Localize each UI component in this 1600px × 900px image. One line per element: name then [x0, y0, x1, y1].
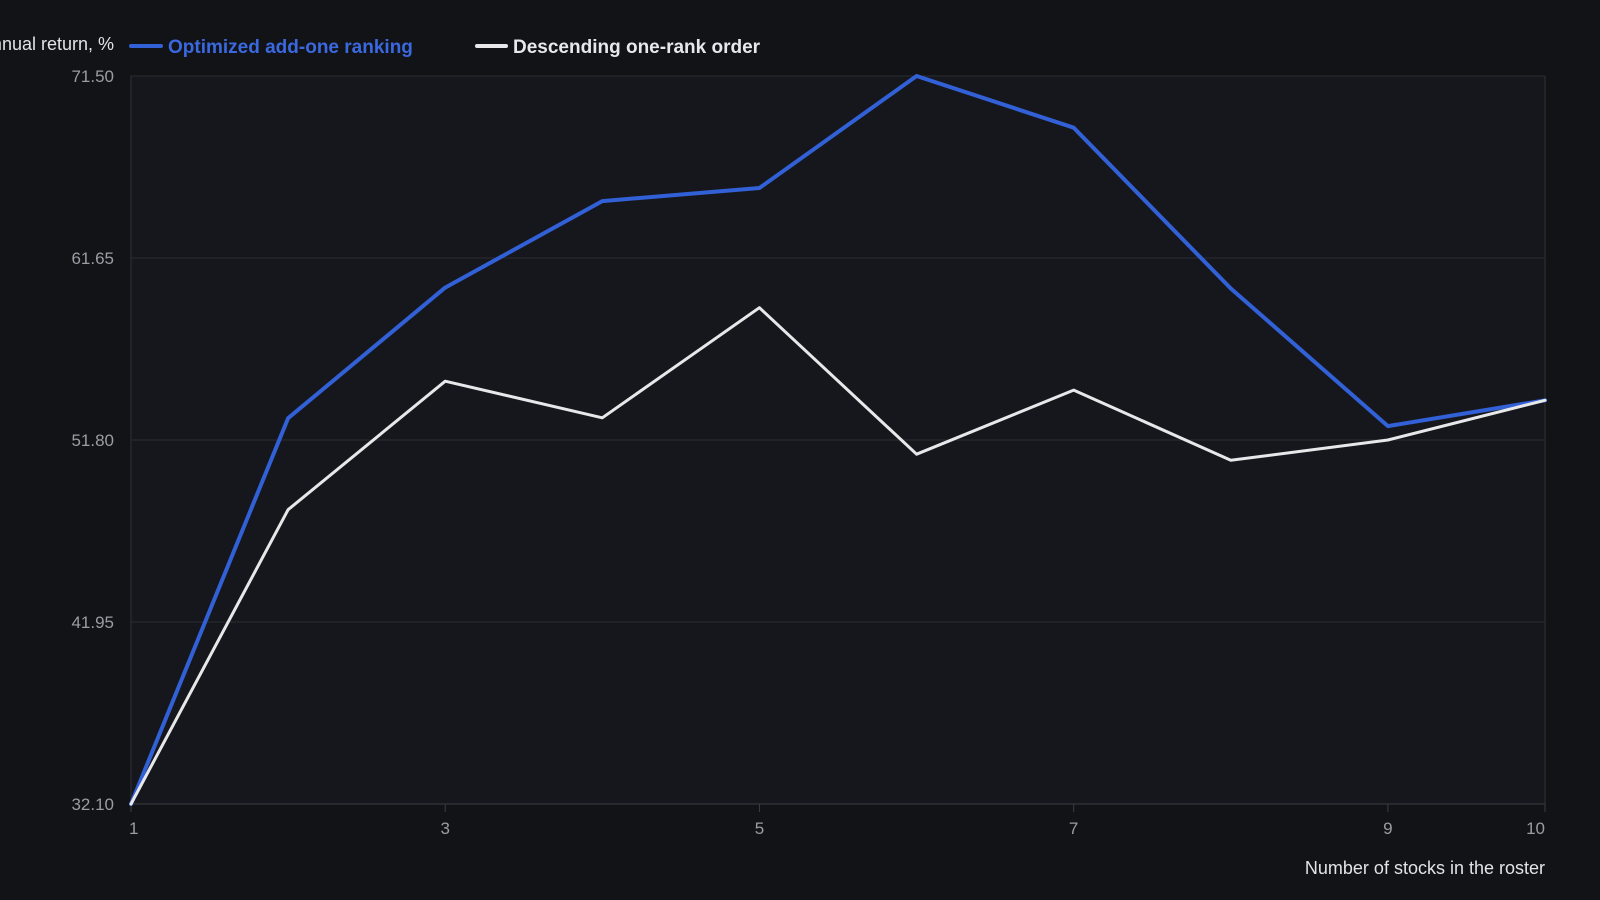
- y-tick-label: 51.80: [71, 431, 114, 450]
- x-tick-label: 10: [1526, 819, 1545, 838]
- axes: [130, 76, 1546, 804]
- x-tick-label: 3: [440, 819, 449, 838]
- y-tick-label: 61.65: [71, 249, 114, 268]
- gridlines: [131, 75, 1545, 805]
- x-tick-label: 1: [129, 819, 138, 838]
- y-tick-label: 71.50: [71, 67, 114, 86]
- x-tick-label: 9: [1383, 819, 1392, 838]
- y-tick-label: 41.95: [71, 613, 114, 632]
- legend-label-optimized: Optimized add-one ranking: [168, 37, 413, 58]
- x-axis-title: Number of stocks in the roster: [1305, 858, 1545, 878]
- x-axis-ticks: 1 3 5 7 9 10: [129, 804, 1546, 838]
- y-tick-label: 32.10: [71, 795, 114, 814]
- x-tick-label: 7: [1069, 819, 1078, 838]
- y-axis-title: Annual return, %: [0, 34, 114, 54]
- x-tick-label: 5: [755, 819, 764, 838]
- series-line-descending: [129, 306, 1547, 806]
- legend: Optimized add-one ranking Descending one…: [129, 37, 761, 58]
- series-line-optimized: [129, 74, 1547, 806]
- legend-label-descending: Descending one-rank order: [513, 37, 761, 58]
- series-lines: [129, 74, 1547, 806]
- y-axis-ticks: 32.10 41.95 51.80 61.65 71.50: [71, 67, 114, 814]
